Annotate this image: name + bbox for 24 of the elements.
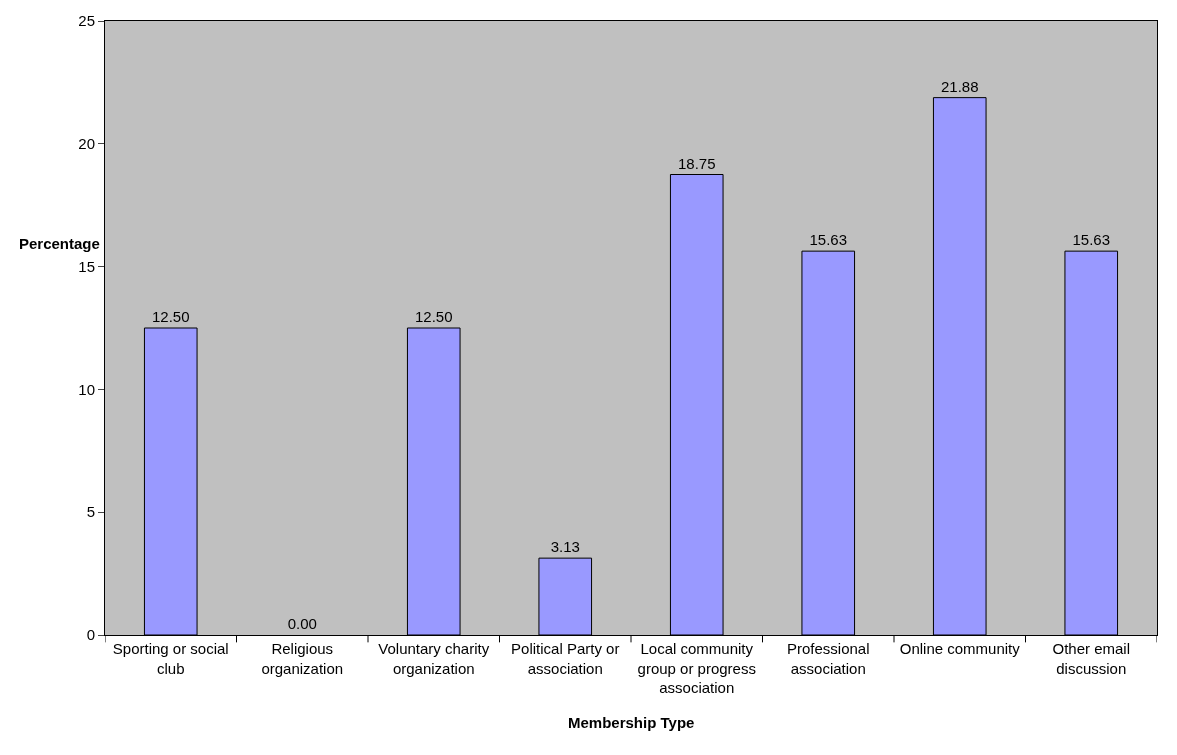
- y-tick-label: 10: [78, 380, 95, 398]
- y-tick-label: 20: [78, 135, 95, 153]
- data-label: 15.63: [809, 231, 848, 249]
- x-tick-label: Sporting or social club: [112, 640, 229, 677]
- data-label: 21.88: [940, 77, 979, 95]
- x-tick-label: Religious organization: [261, 640, 344, 677]
- data-label: 3.13: [550, 538, 580, 556]
- y-axis-title: Percentage: [19, 235, 100, 252]
- x-axis-title: Membership Type: [568, 714, 695, 731]
- x-tick-label: Voluntary charity organization: [378, 640, 490, 677]
- x-tick-label: Local community group or progress association: [637, 640, 756, 696]
- data-label: 12.50: [414, 308, 453, 325]
- y-tick-label: 25: [78, 12, 95, 30]
- x-tick-label: Online community: [899, 640, 1021, 657]
- y-tick-label: 15: [78, 257, 95, 275]
- x-tick-label: Political Party or association: [511, 640, 620, 677]
- y-tick-label: 0: [86, 626, 95, 644]
- data-label: 12.50: [151, 308, 190, 325]
- data-label: 18.75: [677, 154, 716, 172]
- x-tick-label: Other email discussion: [1052, 640, 1131, 677]
- x-tick-label: Professional association: [786, 640, 870, 677]
- data-label: 0.00: [287, 615, 317, 632]
- data-label: 15.63: [1072, 231, 1111, 249]
- y-tick-label: 5: [86, 503, 95, 521]
